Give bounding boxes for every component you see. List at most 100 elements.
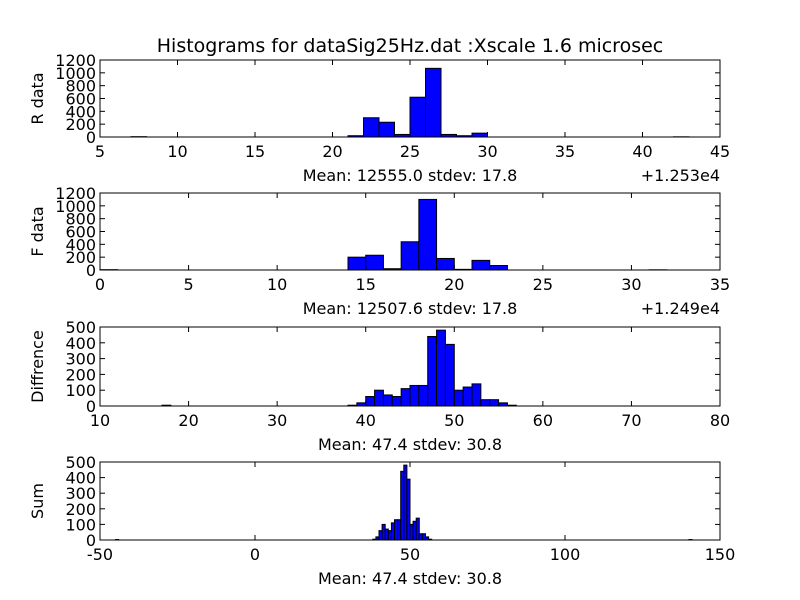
histogram-bar	[436, 329, 446, 407]
x-tick-label: 100	[550, 545, 581, 564]
y-tick-label: 200	[65, 248, 96, 267]
histogram-bar	[453, 389, 464, 407]
histogram-bar	[471, 383, 482, 407]
histogram-bar	[436, 257, 455, 271]
y-tick-label: 400	[65, 469, 96, 488]
x-offset-label: +1.249e4	[641, 299, 720, 318]
x-tick-label: 25	[400, 142, 420, 161]
histogram-bar	[365, 254, 384, 271]
x-tick-label: 40	[356, 411, 376, 430]
histogram-bar	[425, 67, 442, 138]
histogram-bar	[427, 335, 438, 407]
histogram-bar	[347, 256, 367, 271]
y-tick-label: 600	[65, 90, 96, 109]
histogram-bar	[365, 396, 376, 407]
x-tick-label: 20	[444, 275, 464, 294]
histogram-bar	[382, 394, 393, 407]
y-tick-label: 400	[65, 235, 96, 254]
x-tick-label: 15	[356, 275, 376, 294]
x-tick-label: 30	[267, 411, 287, 430]
y-tick-label: 0	[86, 128, 96, 147]
y-tick-label: 500	[65, 453, 96, 472]
stats-label: Mean: 12555.0 stdev: 17.8	[303, 166, 518, 185]
y-tick-label: 1200	[55, 184, 96, 203]
x-tick-label: 35	[710, 275, 730, 294]
x-tick-label: 20	[178, 411, 198, 430]
histogram-bar	[409, 96, 426, 138]
x-tick-label: 5	[95, 142, 105, 161]
y-tick-label: 200	[65, 500, 96, 519]
x-offset-label: +1.253e4	[641, 166, 720, 185]
x-tick-label: 40	[632, 142, 652, 161]
histogram-bar	[374, 389, 384, 407]
x-tick-label: 35	[555, 142, 575, 161]
y-tick-label: 600	[65, 223, 96, 242]
stats-label: Mean: 12507.6 stdev: 17.8	[303, 299, 518, 318]
y-axis-label: F data	[28, 206, 47, 256]
y-tick-label: 0	[86, 397, 96, 416]
x-tick-label: 70	[621, 411, 641, 430]
histogram-bar	[418, 384, 429, 407]
histogram-bar	[400, 241, 420, 271]
histogram-bar	[471, 259, 491, 271]
histogram-bar	[489, 265, 508, 271]
histogram-bar	[409, 384, 420, 407]
y-tick-label: 800	[65, 210, 96, 229]
histogram-bar	[400, 388, 411, 407]
y-tick-label: 400	[65, 102, 96, 121]
x-tick-label: 45	[710, 142, 730, 161]
y-tick-label: 300	[65, 484, 96, 503]
x-tick-label: 10	[167, 142, 187, 161]
y-axis-label: Sum	[28, 483, 47, 519]
y-tick-label: 1000	[55, 64, 96, 83]
stats-label: Mean: 47.4 stdev: 30.8	[318, 435, 502, 454]
x-tick-label: 0	[250, 545, 260, 564]
y-tick-label: 300	[65, 350, 96, 369]
x-tick-label: 150	[705, 545, 736, 564]
x-tick-label: 10	[267, 275, 287, 294]
y-tick-label: 0	[86, 261, 96, 280]
y-tick-label: 800	[65, 77, 96, 96]
x-tick-label: 25	[533, 275, 553, 294]
histogram-bar	[444, 343, 455, 407]
x-tick-label: 50	[400, 545, 420, 564]
stats-label: Mean: 47.4 stdev: 30.8	[318, 569, 502, 588]
y-tick-label: 100	[65, 381, 96, 400]
x-tick-label: 10	[90, 411, 110, 430]
histogram-bar	[480, 399, 491, 407]
axes-frame	[99, 326, 721, 407]
histogram-bar	[391, 396, 402, 407]
histogram-bar	[471, 132, 488, 138]
x-tick-label: 15	[245, 142, 265, 161]
y-tick-label: 400	[65, 334, 96, 353]
y-tick-label: 0	[86, 531, 96, 550]
x-tick-label: 20	[322, 142, 342, 161]
x-tick-label: 60	[533, 411, 553, 430]
histogram-bar	[363, 117, 380, 138]
y-tick-label: 100	[65, 515, 96, 534]
x-tick-label: 5	[183, 275, 193, 294]
histogram-bar	[462, 386, 473, 407]
y-tick-label: 1000	[55, 197, 96, 216]
histogram-bar	[378, 121, 395, 138]
x-tick-label: -50	[87, 545, 113, 564]
x-tick-label: 30	[621, 275, 641, 294]
y-axis-label: R data	[28, 72, 47, 124]
figure-title: Histograms for dataSig25Hz.dat :Xscale 1…	[157, 35, 664, 57]
x-tick-label: 0	[95, 275, 105, 294]
y-tick-label: 200	[65, 115, 96, 134]
y-tick-label: 1200	[55, 51, 96, 70]
x-tick-label: 50	[444, 411, 464, 430]
y-tick-label: 200	[65, 365, 96, 384]
x-tick-label: 30	[477, 142, 497, 161]
y-tick-label: 500	[65, 318, 96, 337]
histogram-bar	[418, 198, 438, 271]
y-axis-label: Diffrence	[28, 330, 47, 403]
histogram-bar	[489, 399, 500, 407]
